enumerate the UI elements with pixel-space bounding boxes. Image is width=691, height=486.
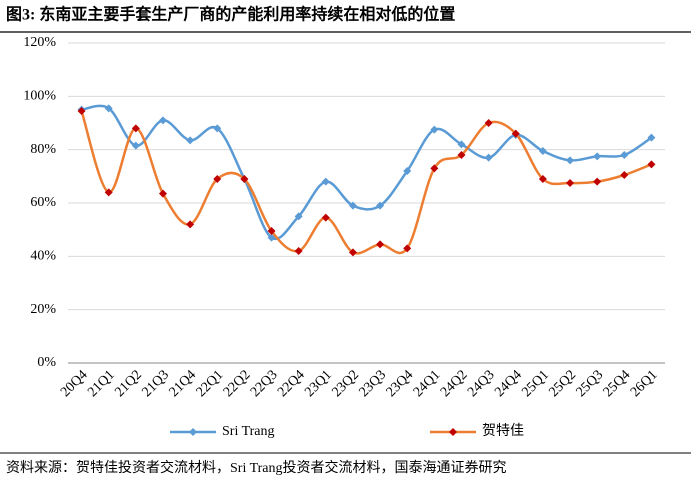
point-marker	[213, 124, 222, 133]
point-marker	[158, 116, 167, 125]
x-tick-label: 22Q1	[194, 367, 227, 400]
point-marker	[511, 129, 520, 138]
x-tick-label: 23Q3	[357, 367, 390, 400]
point-marker	[647, 160, 656, 169]
point-marker	[566, 156, 575, 165]
point-marker	[348, 248, 357, 257]
point-marker	[647, 133, 656, 142]
point-marker	[620, 151, 629, 159]
point-marker	[376, 240, 385, 249]
point-marker	[131, 141, 140, 150]
point-marker	[294, 212, 303, 221]
x-tick-label: 24Q2	[438, 367, 471, 400]
point-marker	[403, 244, 412, 253]
point-marker	[403, 167, 412, 175]
source-note: 资料来源：贺特佳投资者交流材料，Sri Trang投资者交流材料，国泰海通证券研…	[6, 459, 507, 476]
point-marker	[376, 201, 385, 210]
point-marker	[484, 119, 493, 127]
x-tick-label: 25Q1	[519, 367, 552, 400]
point-marker	[267, 227, 276, 235]
point-marker	[186, 220, 195, 229]
point-marker	[538, 147, 547, 155]
y-tick-label: 100%	[23, 89, 56, 104]
point-marker	[566, 179, 575, 187]
point-marker	[77, 107, 86, 115]
x-tick-label: 21Q1	[85, 367, 118, 400]
chart-title: 图3: 东南亚主要手套生产厂商的产能利用率持续在相对低的位置	[6, 5, 455, 24]
y-tick-label: 0%	[37, 355, 56, 370]
point-marker	[240, 175, 249, 183]
point-marker	[620, 171, 629, 179]
x-tick-label: 21Q2	[112, 367, 145, 400]
point-marker	[321, 213, 330, 222]
x-tick-label: 23Q2	[329, 367, 362, 400]
x-tick-label: 24Q3	[465, 367, 498, 400]
y-tick-label: 40%	[30, 249, 56, 264]
y-tick-label: 60%	[30, 195, 56, 210]
point-marker	[430, 125, 439, 134]
x-tick-label: 20Q4	[58, 367, 91, 400]
x-tick-label: 23Q4	[384, 367, 417, 400]
legend-marker	[189, 428, 197, 436]
point-marker	[131, 124, 140, 133]
x-tick-label: 25Q3	[574, 367, 607, 400]
point-marker	[457, 140, 466, 149]
point-marker	[484, 153, 493, 162]
x-tick-label: 22Q3	[248, 367, 281, 400]
point-marker	[213, 175, 222, 183]
legend-label: 贺特佳	[482, 423, 524, 439]
y-tick-label: 120%	[23, 35, 56, 50]
legend-label: Sri Trang	[222, 424, 275, 439]
series-line	[80, 110, 652, 255]
x-tick-label: 24Q4	[492, 367, 525, 400]
legend-marker	[449, 428, 457, 436]
point-marker	[457, 151, 466, 159]
y-tick-label: 20%	[30, 302, 56, 317]
point-marker	[593, 152, 602, 161]
point-marker	[348, 201, 357, 210]
point-marker	[158, 189, 167, 198]
point-marker	[186, 136, 195, 145]
point-marker	[321, 177, 330, 186]
x-tick-label: 25Q4	[601, 367, 634, 400]
point-marker	[104, 104, 113, 113]
x-tick-label: 26Q1	[628, 367, 661, 400]
series-line	[81, 104, 653, 241]
x-tick-label: 21Q4	[167, 367, 200, 400]
x-tick-label: 25Q2	[547, 367, 580, 400]
point-marker	[430, 164, 439, 173]
x-tick-label: 24Q1	[411, 367, 444, 400]
x-tick-label: 22Q4	[275, 367, 308, 400]
x-tick-label: 21Q3	[139, 367, 172, 400]
y-tick-label: 80%	[30, 142, 56, 157]
point-marker	[104, 188, 113, 197]
point-marker	[294, 247, 303, 255]
x-tick-label: 23Q1	[302, 367, 335, 400]
point-marker	[593, 177, 602, 186]
point-marker	[538, 175, 547, 183]
x-tick-label: 22Q2	[221, 367, 254, 400]
point-marker	[267, 233, 276, 242]
